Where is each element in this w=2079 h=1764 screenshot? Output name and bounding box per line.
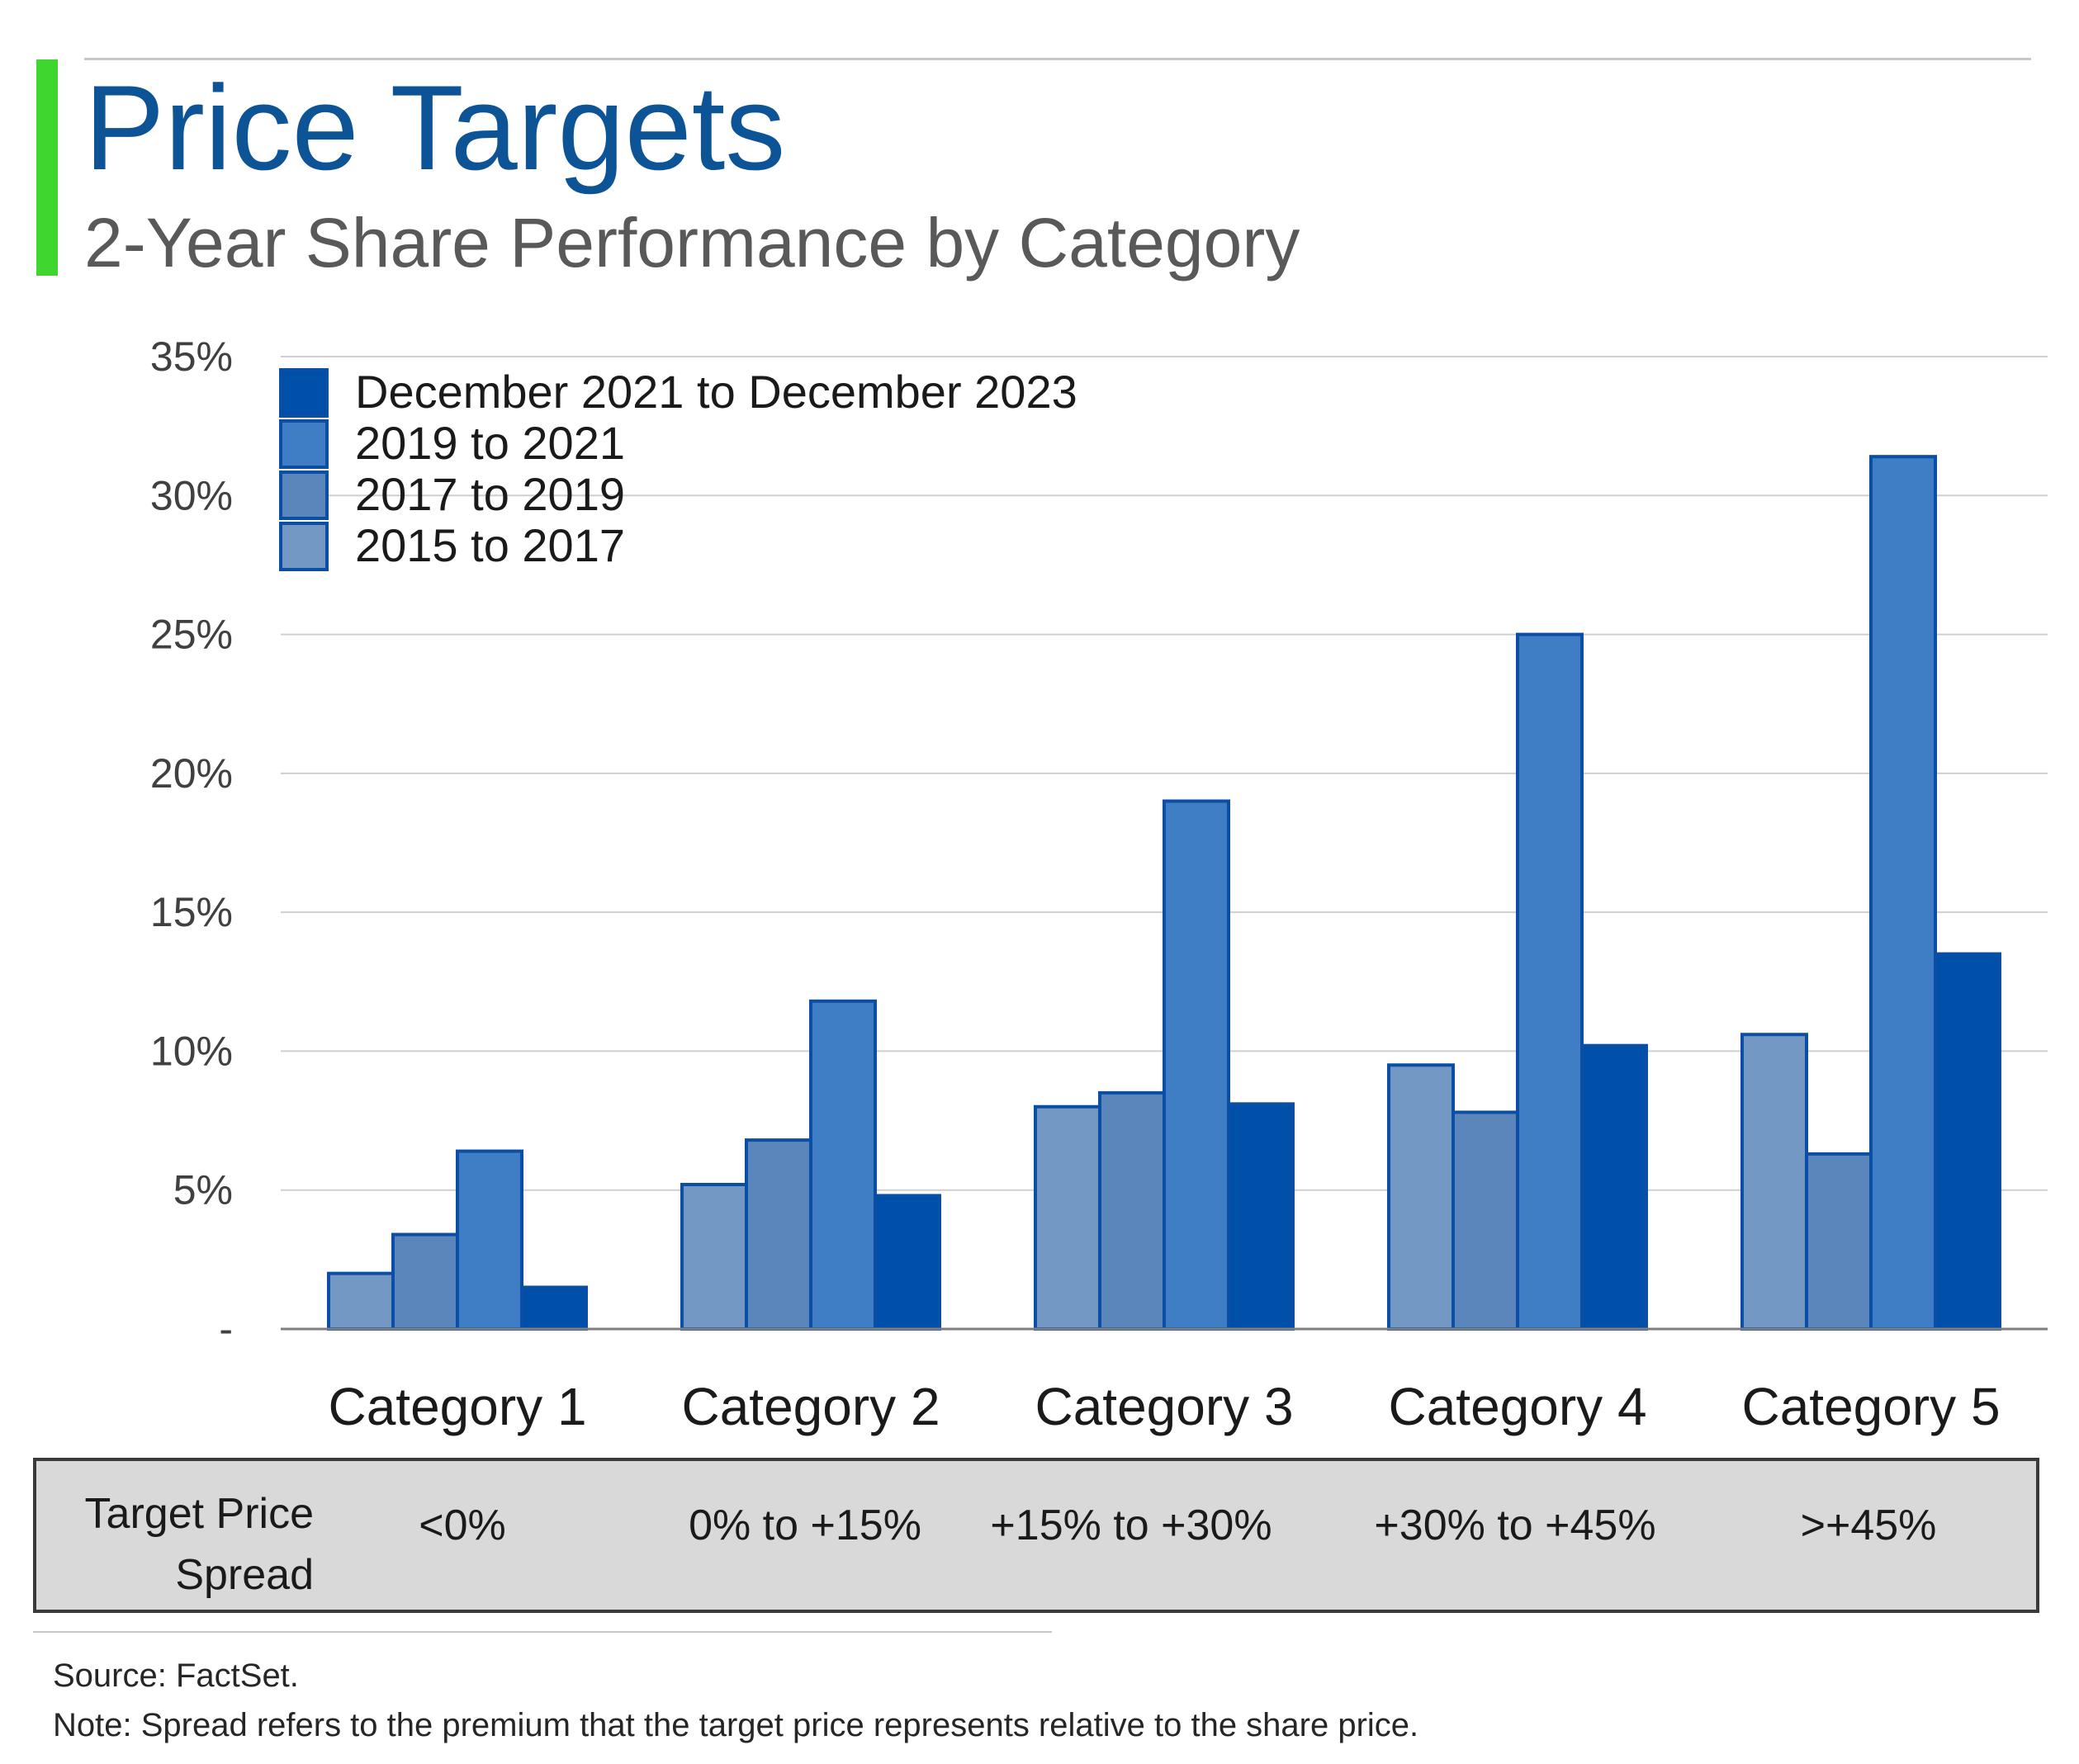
bar — [1387, 1063, 1455, 1331]
legend-swatch — [279, 368, 329, 418]
source-note: Source: FactSet. — [53, 1658, 299, 1694]
x-category-label: Category 5 — [1741, 1377, 2000, 1436]
x-category-label: Category 2 — [681, 1377, 940, 1436]
y-tick-label: 20% — [150, 750, 233, 797]
bar — [680, 1182, 748, 1331]
y-tick-label: 25% — [150, 612, 233, 658]
bar — [1805, 1152, 1873, 1331]
spread-label-line2: Spread — [175, 1551, 314, 1599]
spread-value-category-5: >+45% — [1800, 1502, 1937, 1549]
bar — [1098, 1090, 1166, 1331]
spread-value-category-2: 0% to +15% — [689, 1502, 921, 1549]
y-tick-label: 15% — [150, 889, 233, 935]
y-tick-label: 30% — [150, 472, 233, 518]
spread-table — [33, 1458, 2039, 1613]
bar — [809, 999, 877, 1331]
bar — [1227, 1102, 1295, 1331]
chart-title: Price Targets — [84, 60, 786, 195]
spread-value-category-1: <0% — [419, 1502, 506, 1549]
spread-label-line1: Target Price — [84, 1490, 314, 1538]
legend-label: 2017 to 2019 — [355, 468, 625, 520]
spread-table-label: Target Price Spread — [66, 1483, 314, 1606]
bar — [1869, 455, 1937, 1331]
bar — [874, 1194, 941, 1331]
bar — [745, 1138, 812, 1331]
legend-swatch — [279, 522, 329, 571]
spread-note: Note: Spread refers to the premium that … — [53, 1707, 1419, 1743]
bar — [1163, 799, 1230, 1331]
spread-value-category-3: +15% to +30% — [990, 1502, 1272, 1549]
bar — [520, 1285, 588, 1331]
x-category-label: Category 1 — [328, 1377, 586, 1436]
y-tick-label: 10% — [150, 1028, 233, 1074]
legend-swatch — [279, 471, 329, 520]
bar — [391, 1232, 459, 1331]
y-tick-label: 5% — [173, 1167, 233, 1213]
legend-swatch — [279, 419, 329, 469]
x-category-label: Category 3 — [1035, 1377, 1293, 1436]
y-tick-label: 35% — [150, 333, 233, 380]
legend-label: 2019 to 2021 — [355, 417, 625, 469]
bar — [327, 1271, 395, 1331]
bar — [1934, 952, 2001, 1331]
top-rule — [84, 58, 2031, 60]
bar — [1034, 1104, 1101, 1331]
accent-bar — [36, 59, 58, 276]
bar — [1452, 1110, 1519, 1331]
y-tick-label: - — [219, 1306, 233, 1352]
bar — [1740, 1033, 1808, 1331]
bar — [1516, 632, 1584, 1331]
legend-label: December 2021 to December 2023 — [355, 366, 1077, 418]
chart-subtitle: 2-Year Share Performance by Category — [84, 204, 1300, 281]
bar-chart: - 5% 10% 15% 20% 25% 30% 35% Category 1 Category … — [150, 333, 2048, 1436]
bar — [1580, 1043, 1648, 1331]
x-category-label: Category 4 — [1388, 1377, 1646, 1436]
bar — [456, 1149, 523, 1331]
spread-value-category-4: +30% to +45% — [1374, 1502, 1656, 1549]
footer-rule — [33, 1631, 1052, 1633]
legend-label: 2015 to 2017 — [355, 519, 625, 571]
